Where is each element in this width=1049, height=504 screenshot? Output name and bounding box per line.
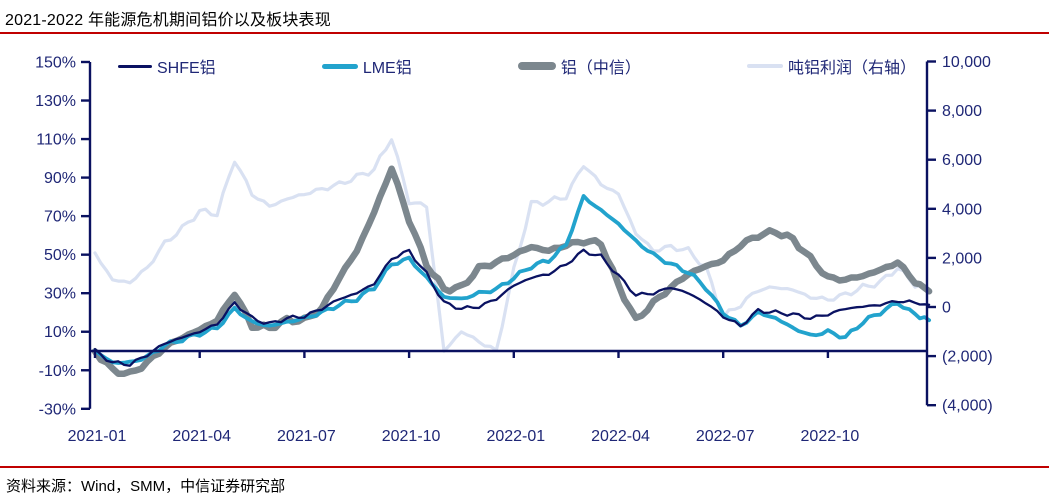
y-axis-label-right: 6,000	[942, 152, 982, 169]
y-axis-label-left: 70%	[44, 209, 76, 226]
x-axis-label: 2021-01	[68, 428, 127, 445]
x-axis-label: 2021-04	[172, 428, 231, 445]
series-path-3	[93, 138, 931, 353]
y-axis-label-left: 50%	[44, 247, 76, 264]
figure-title: 2021-2022 年能源危机期间铝价以及板块表现	[5, 12, 331, 29]
legend-item-lme: LME铝	[321, 54, 412, 78]
series-path-2	[91, 165, 933, 378]
legend-swatch-shfe	[118, 64, 152, 68]
y-axis-label-right: 8,000	[942, 103, 982, 120]
x-axis-label: 2021-10	[382, 428, 441, 445]
y-axis-label-right: (2,000)	[942, 349, 993, 366]
x-axis-label: 2022-07	[696, 428, 755, 445]
y-axis-label-right: 10,000	[942, 54, 991, 71]
x-axis-label: 2021-07	[277, 428, 336, 445]
legend-label-shfe: SHFE铝	[157, 60, 216, 77]
legend-item-profit: 吨铝利润（右轴）	[746, 54, 916, 78]
y-axis-label-left: 110%	[36, 132, 76, 149]
y-axis-label-right: 0	[942, 300, 951, 317]
legend-swatch-citic	[517, 62, 556, 70]
y-axis-label-left: 30%	[44, 286, 76, 303]
legend-label-lme: LME铝	[362, 60, 412, 77]
y-axis-label-left: 130%	[35, 93, 76, 110]
series-path-0	[93, 248, 931, 367]
top-divider	[0, 32, 1049, 34]
y-axis-label-left: -30%	[39, 401, 76, 418]
y-axis-label-right: 2,000	[942, 250, 982, 267]
source-note: 资料来源：Wind，SMM，中信证券研究部	[6, 478, 286, 495]
x-axis-label: 2022-04	[591, 428, 650, 445]
legend-label-profit: 吨铝利润（右轴）	[787, 60, 916, 77]
y-axis-label-right: 4,000	[942, 201, 982, 218]
legend-item-shfe: SHFE铝	[118, 54, 216, 78]
legend-item-citic: 铝（中信）	[517, 54, 641, 78]
y-axis-label-left: -10%	[39, 363, 76, 380]
x-axis-label: 2022-10	[801, 428, 860, 445]
x-axis-label: 2022-01	[486, 428, 545, 445]
y-axis-label-left: 10%	[44, 324, 76, 341]
legend-swatch-profit	[746, 64, 783, 68]
y-axis-label-left: 90%	[44, 170, 76, 187]
bottom-divider	[0, 466, 1049, 468]
y-axis-label-left: 150%	[35, 54, 76, 71]
y-axis-label-right: (4,000)	[942, 398, 993, 415]
legend-swatch-lme	[321, 63, 358, 69]
legend-label-citic: 铝（中信）	[560, 60, 641, 77]
chart-legend: SHFE铝 LME铝 铝（中信） 吨铝利润（右轴）	[118, 54, 916, 78]
series-path-1	[93, 194, 931, 365]
